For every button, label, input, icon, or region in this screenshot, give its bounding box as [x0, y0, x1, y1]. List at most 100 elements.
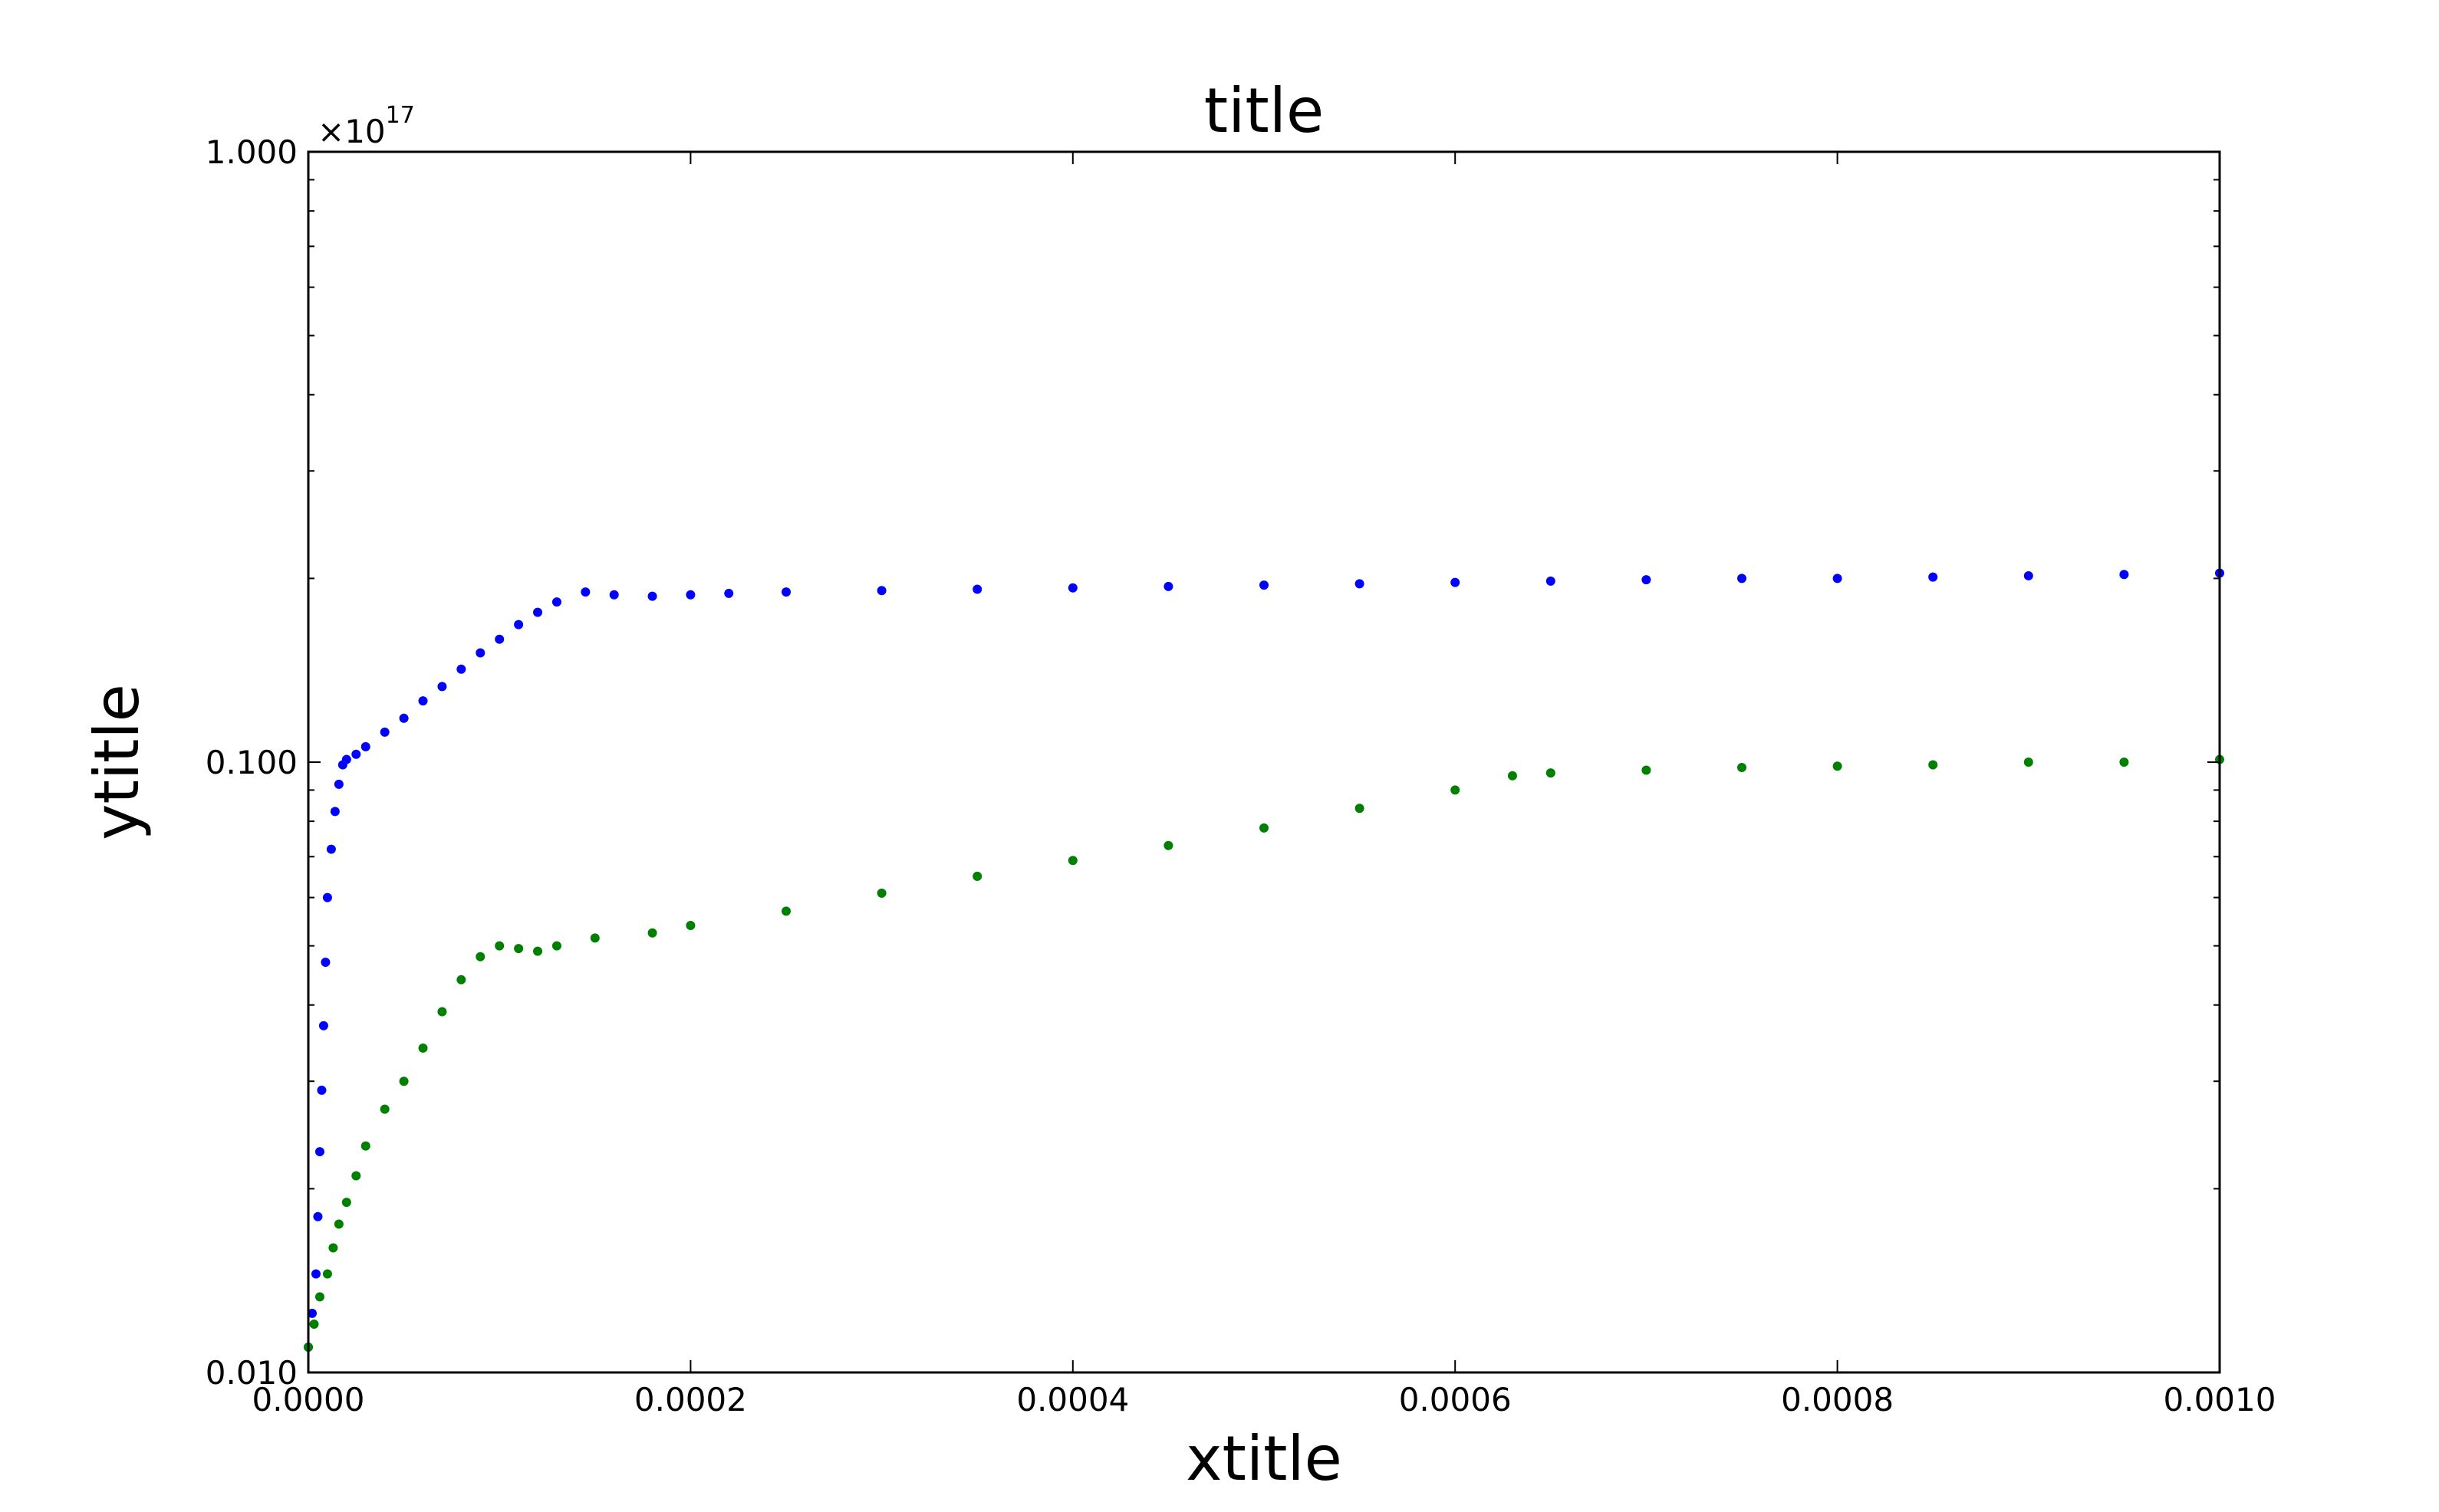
- data-point: [1354, 579, 1364, 589]
- data-point: [2023, 758, 2033, 767]
- points-layer: [304, 568, 2224, 1353]
- data-point: [322, 892, 332, 902]
- data-point: [1737, 762, 1746, 772]
- data-point: [1259, 580, 1269, 590]
- ticks-layer: 0.0000 0.0002 0.0004 0.0006 0.0008 0.0010 0.01…: [206, 133, 2276, 1418]
- data-point: [456, 975, 466, 984]
- data-point: [314, 1292, 324, 1302]
- data-point: [1545, 576, 1555, 586]
- data-point: [1832, 761, 1842, 771]
- data-point: [551, 597, 561, 607]
- x-axis-label: xtitle: [1186, 1423, 1342, 1494]
- data-point: [581, 587, 591, 597]
- data-point: [456, 664, 466, 674]
- data-point: [313, 1211, 323, 1221]
- data-point: [877, 888, 887, 898]
- data-point: [307, 1308, 317, 1318]
- chart-title: title: [1204, 75, 1324, 146]
- data-point: [1354, 804, 1364, 814]
- data-point: [1507, 771, 1517, 781]
- data-point: [686, 590, 696, 600]
- data-point: [2119, 758, 2129, 767]
- x-tick-label: 0.0004: [1016, 1381, 1129, 1418]
- data-point: [334, 779, 344, 789]
- data-point: [647, 591, 657, 601]
- data-point: [1164, 581, 1173, 591]
- data-point: [514, 944, 524, 954]
- data-point: [418, 696, 428, 706]
- data-point: [399, 1076, 409, 1086]
- data-point: [1259, 823, 1269, 833]
- y-offset-base: ×10: [318, 113, 386, 150]
- data-point: [782, 906, 791, 916]
- data-point: [380, 727, 390, 737]
- data-point: [1737, 574, 1746, 583]
- data-point: [1068, 583, 1078, 593]
- data-point: [1641, 765, 1651, 775]
- data-point: [973, 584, 983, 594]
- data-point: [514, 620, 524, 629]
- data-point: [360, 1141, 370, 1151]
- data-point: [877, 586, 887, 596]
- data-point: [1928, 760, 1938, 770]
- data-point: [322, 1269, 332, 1279]
- data-point: [341, 1198, 351, 1208]
- data-point: [334, 1219, 344, 1229]
- data-point: [647, 928, 657, 938]
- y-axis-label: ytitle: [81, 684, 153, 840]
- data-point: [2119, 570, 2129, 580]
- data-point: [973, 871, 983, 881]
- x-tick-label: 0.0002: [634, 1381, 747, 1418]
- data-point: [309, 1319, 319, 1329]
- x-tick-label: 0.0008: [1781, 1381, 1894, 1418]
- data-point: [1450, 577, 1460, 587]
- data-point: [328, 1243, 338, 1253]
- data-point: [476, 648, 485, 658]
- data-point: [380, 1104, 390, 1114]
- data-point: [590, 933, 600, 943]
- data-point: [551, 941, 561, 951]
- x-tick-label: 0.0000: [252, 1381, 365, 1418]
- x-tick-label: 0.0006: [1399, 1381, 1512, 1418]
- data-point: [609, 590, 619, 600]
- data-point: [1068, 856, 1078, 866]
- data-point: [351, 1171, 361, 1181]
- data-point: [2023, 570, 2033, 580]
- data-point: [418, 1043, 428, 1053]
- data-point: [1641, 575, 1651, 585]
- data-point: [533, 946, 543, 956]
- data-point: [782, 587, 791, 597]
- data-point: [1450, 785, 1460, 795]
- data-point: [318, 1021, 328, 1030]
- data-point: [321, 958, 331, 968]
- data-point: [360, 741, 370, 751]
- data-point: [533, 607, 543, 617]
- data-point: [437, 682, 447, 692]
- data-point: [495, 941, 505, 951]
- data-point: [330, 807, 340, 817]
- data-point: [341, 754, 351, 764]
- data-point: [351, 749, 361, 759]
- y-tick-label: 0.100: [206, 744, 298, 781]
- data-point: [1928, 572, 1938, 582]
- data-point: [317, 1085, 327, 1095]
- data-point: [1545, 768, 1555, 778]
- data-point: [724, 588, 734, 598]
- x-tick-label: 0.0010: [2164, 1381, 2276, 1418]
- data-point: [399, 713, 409, 723]
- y-offset-exponent: 17: [386, 102, 415, 129]
- y-axis-offset-label: ×1017: [318, 102, 415, 150]
- data-point: [326, 844, 336, 854]
- data-point: [437, 1007, 447, 1017]
- data-point: [314, 1147, 324, 1157]
- data-point: [311, 1269, 321, 1279]
- data-point: [686, 921, 696, 931]
- y-tick-label: 1.000: [206, 133, 298, 171]
- data-point: [1832, 574, 1842, 583]
- data-point: [476, 952, 485, 961]
- y-tick-label: 0.010: [206, 1354, 298, 1392]
- data-point: [495, 634, 505, 644]
